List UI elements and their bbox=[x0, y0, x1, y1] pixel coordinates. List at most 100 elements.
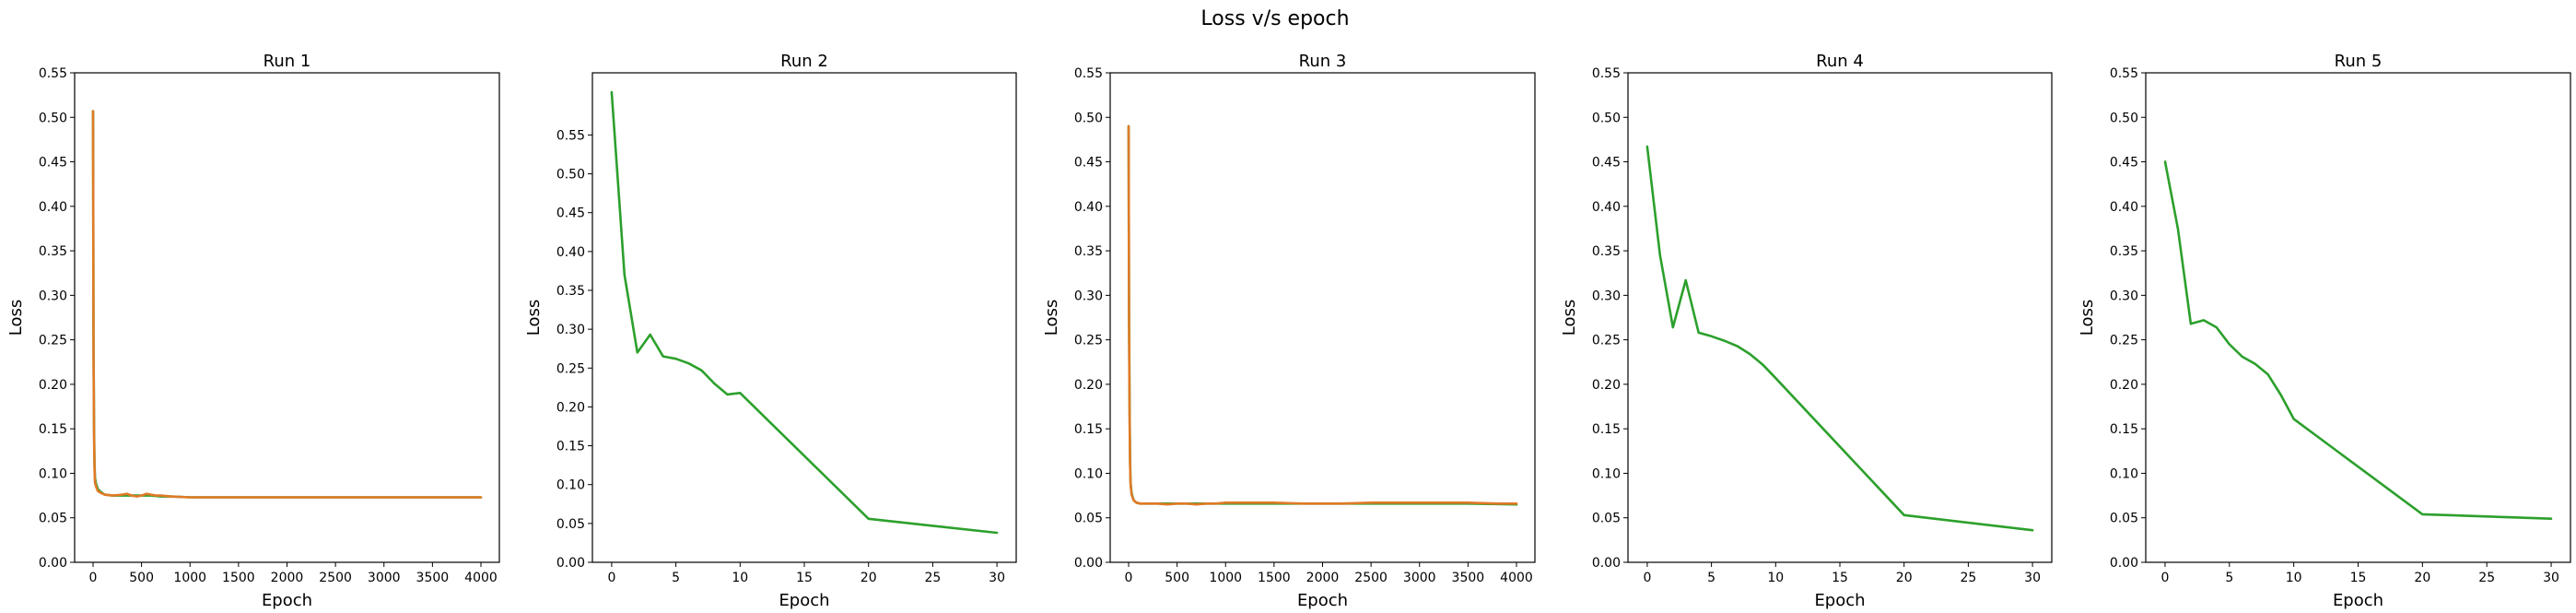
x-tick-label: 2500 bbox=[1354, 571, 1388, 585]
y-tick-label: 0.10 bbox=[556, 478, 585, 493]
y-tick-label: 0.20 bbox=[39, 378, 67, 393]
axes-frame bbox=[2145, 72, 2571, 563]
subplot-run-5: 0 5 10 15 20 25 30 0.00 0.05 0.10 0.15 0.20 0.25 0.30… bbox=[2078, 52, 2571, 610]
x-tick-label: 0 bbox=[1125, 571, 1133, 585]
y-tick-label: 0.15 bbox=[39, 422, 67, 437]
x-tick-label: 10 bbox=[1767, 571, 1784, 585]
x-tick-label: 500 bbox=[129, 571, 154, 585]
y-tick-label: 0.30 bbox=[1074, 289, 1103, 303]
y-tick-label: 0.40 bbox=[556, 245, 585, 260]
y-tick-label: 0.05 bbox=[2110, 512, 2138, 526]
subplot-run-4: 0 5 10 15 20 25 30 0.00 0.05 0.10 0.15 0.20 0.25 0.30… bbox=[1560, 52, 2053, 610]
x-tick-label: 4000 bbox=[464, 571, 498, 585]
y-tick-label: 0.45 bbox=[1074, 156, 1103, 171]
x-tick-label: 25 bbox=[1960, 571, 1976, 585]
x-tick-label: 5 bbox=[1707, 571, 1715, 585]
x-tick-label: 2000 bbox=[271, 571, 304, 585]
y-tick-label: 0.45 bbox=[556, 206, 585, 221]
subplot-panels: 0 500 1000 1500 2000 2500 3000 3500 40000.000.05… bbox=[6, 52, 2571, 610]
x-axis-label: Epoch bbox=[1814, 591, 1865, 610]
y-tick-label: 0.05 bbox=[1592, 512, 1621, 526]
x-tick-label: 0 bbox=[1643, 571, 1651, 585]
y-tick-label: 0.35 bbox=[1074, 244, 1103, 259]
x-tick-label: 15 bbox=[2350, 571, 2367, 585]
series-line-2 bbox=[91, 110, 483, 499]
x-tick-label: 25 bbox=[2478, 571, 2495, 585]
axes-frame bbox=[1109, 72, 1536, 563]
y-tick-label: 0.20 bbox=[1074, 378, 1103, 393]
x-tick-label: 30 bbox=[2024, 571, 2041, 585]
x-tick-label: 15 bbox=[1832, 571, 1848, 585]
x-tick-label: 3000 bbox=[1403, 571, 1436, 585]
y-tick-label: 0.35 bbox=[556, 284, 585, 299]
y-axis-label: Loss bbox=[1560, 300, 1579, 336]
y-axis-label: Loss bbox=[524, 300, 544, 336]
subplot-title: Run 5 bbox=[2335, 52, 2383, 71]
subplot-run-3: 0 500 1000 1500 2000 2500 3000 3500 4000 0.00 0.05… bbox=[1042, 52, 1536, 610]
figure-title: Loss v/s epoch bbox=[1200, 7, 1349, 30]
subplot-title: Run 4 bbox=[1816, 52, 1864, 71]
axes-frame bbox=[1627, 72, 2053, 563]
series-line-1 bbox=[1645, 145, 2034, 532]
y-tick-label: 0.15 bbox=[1592, 422, 1621, 437]
y-tick-label: 0.15 bbox=[2110, 422, 2138, 437]
x-tick-label: 3500 bbox=[416, 571, 450, 585]
x-tick-label: 10 bbox=[732, 571, 748, 585]
subplot-title: Run 3 bbox=[1299, 52, 1347, 71]
y-tick-label: 0.05 bbox=[1074, 512, 1103, 526]
y-tick-label: 0.40 bbox=[2110, 200, 2138, 215]
x-tick-label: 0 bbox=[607, 571, 615, 585]
y-tick-label: 0.10 bbox=[39, 466, 67, 481]
series-line-1 bbox=[2163, 160, 2553, 521]
subplot-run-1: 0 500 1000 1500 2000 2500 3000 3500 4000 0.00 0.05… bbox=[6, 52, 500, 610]
y-tick-label: 0.00 bbox=[556, 556, 585, 571]
y-tick-label: 0.40 bbox=[1592, 200, 1621, 215]
x-tick-label: 0 bbox=[89, 571, 98, 585]
subplot-title: Run 2 bbox=[780, 52, 828, 71]
y-tick-label: 0.00 bbox=[2110, 556, 2138, 571]
x-axis-label: Epoch bbox=[262, 591, 312, 610]
x-tick-label: 2500 bbox=[319, 571, 352, 585]
y-axis-label: Loss bbox=[2078, 300, 2097, 336]
y-tick-label: 0.30 bbox=[1592, 289, 1621, 303]
x-tick-label: 30 bbox=[989, 571, 1005, 585]
y-tick-label: 0.25 bbox=[556, 361, 585, 376]
x-tick-label: 3500 bbox=[1452, 571, 1485, 585]
x-tick-label: 1000 bbox=[1209, 571, 1242, 585]
series-line-1 bbox=[610, 90, 999, 535]
x-tick-label: 5 bbox=[2225, 571, 2233, 585]
y-tick-label: 0.25 bbox=[39, 334, 67, 348]
x-tick-label: 15 bbox=[796, 571, 813, 585]
axes-frame bbox=[591, 72, 1017, 563]
y-tick-label: 0.20 bbox=[556, 400, 585, 415]
y-tick-label: 0.40 bbox=[1074, 200, 1103, 215]
subplot-run-2: 0 5 10 15 20 25 30 0.00 0.05 0.10 0.15 0.20 0.25 0.30… bbox=[524, 52, 1017, 610]
x-tick-label: 25 bbox=[924, 571, 941, 585]
y-axis-label: Loss bbox=[1042, 300, 1061, 336]
y-tick-label: 0.55 bbox=[39, 66, 67, 81]
y-tick-label: 0.50 bbox=[2110, 111, 2138, 125]
y-tick-label: 0.25 bbox=[1592, 334, 1621, 348]
x-tick-label: 0 bbox=[2160, 571, 2169, 585]
series-line-2 bbox=[1127, 124, 1518, 506]
x-axis-label: Epoch bbox=[2333, 591, 2383, 610]
subplot-title: Run 1 bbox=[263, 52, 311, 71]
y-tick-label: 0.05 bbox=[39, 512, 67, 526]
y-tick-label: 0.55 bbox=[1074, 66, 1103, 81]
y-tick-label: 0.00 bbox=[39, 556, 67, 571]
y-tick-label: 0.45 bbox=[2110, 156, 2138, 171]
y-tick-label: 0.00 bbox=[1592, 556, 1621, 571]
x-tick-label: 1500 bbox=[1258, 571, 1291, 585]
axes-frame bbox=[74, 72, 500, 563]
y-tick-label: 0.30 bbox=[39, 289, 67, 303]
y-tick-label: 0.50 bbox=[39, 111, 67, 125]
y-tick-label: 0.35 bbox=[39, 244, 67, 259]
x-tick-label: 20 bbox=[861, 571, 877, 585]
y-tick-label: 0.55 bbox=[2110, 66, 2138, 81]
x-tick-label: 30 bbox=[2543, 571, 2559, 585]
y-tick-label: 0.35 bbox=[2110, 244, 2138, 259]
y-tick-label: 0.05 bbox=[556, 517, 585, 532]
x-tick-label: 20 bbox=[2414, 571, 2430, 585]
y-tick-label: 0.15 bbox=[556, 440, 585, 454]
